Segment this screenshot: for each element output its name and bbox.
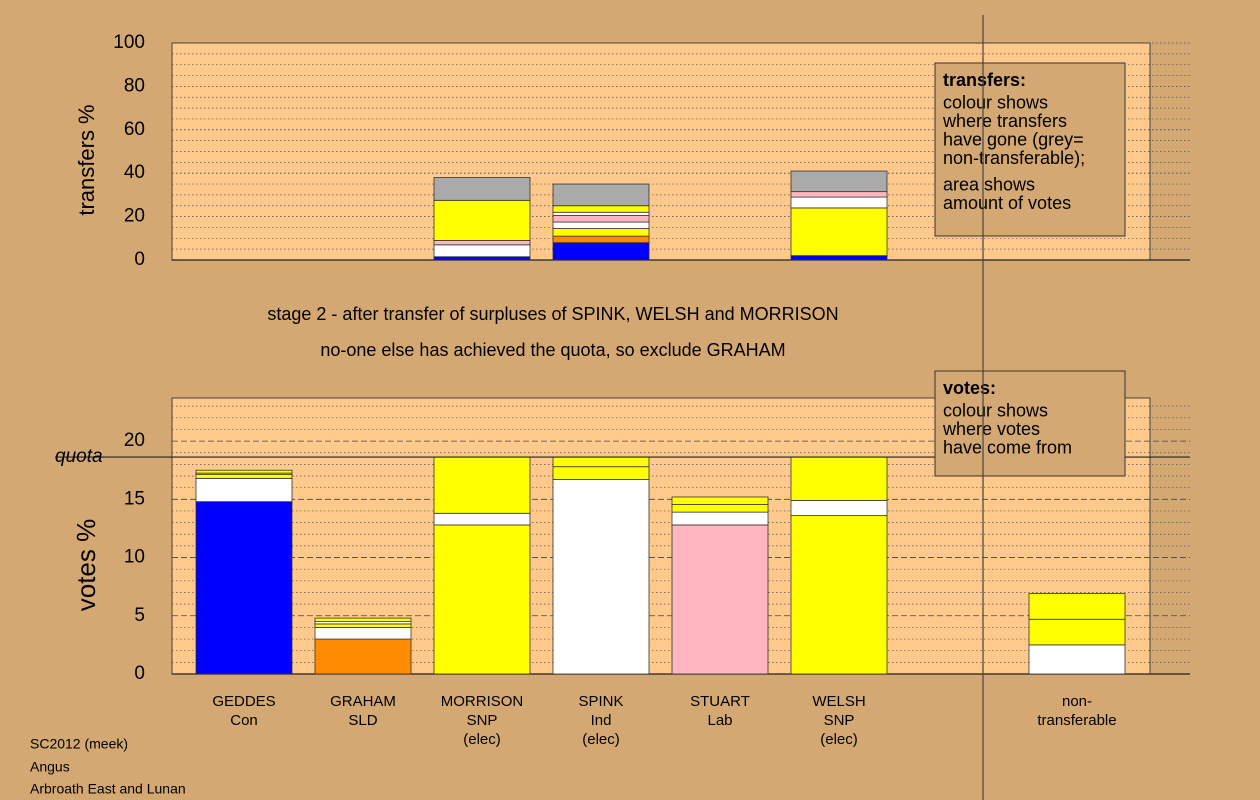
bar-segment [433, 512, 531, 526]
x-tick-label: (elec) [463, 731, 501, 748]
y-axis-label: transfers % [74, 104, 99, 215]
bar-segment [1028, 593, 1126, 620]
bar-segment [552, 235, 650, 244]
x-tick-label: SPINK [578, 693, 623, 710]
x-tick-label: (elec) [582, 731, 620, 748]
legend-title: votes: [943, 378, 996, 398]
bar-segment [552, 479, 650, 675]
x-tick-label: Lab [707, 712, 732, 729]
y-tick-label: 100 [113, 32, 145, 53]
bar-segment [552, 183, 650, 207]
bar-segment [433, 524, 531, 675]
x-tick-label: non- [1062, 693, 1092, 710]
y-tick-label: 20 [124, 430, 145, 451]
bar-segment [552, 228, 650, 237]
bar-segment [790, 456, 888, 501]
bar-segment [552, 242, 650, 261]
legend-box [934, 370, 1126, 477]
bar-segment [671, 504, 769, 513]
y-tick-label: 20 [124, 206, 145, 227]
legend-text: non-transferable); [943, 148, 1085, 168]
legend-text: where votes [942, 419, 1040, 439]
bar-segment [671, 511, 769, 526]
x-tick-label: SLD [348, 712, 377, 729]
bar-segment [552, 466, 650, 480]
legend-text: colour shows [943, 92, 1048, 112]
bar-segment [433, 456, 531, 514]
bar-segment [790, 170, 888, 193]
bar-segment [314, 627, 412, 640]
bar-segment [195, 501, 293, 675]
bar-segment [433, 199, 531, 241]
y-tick-label: 0 [134, 249, 145, 270]
y-tick-label: 60 [124, 119, 145, 140]
x-tick-label: SNP [824, 712, 855, 729]
bar-segment [790, 207, 888, 257]
legend-text: amount of votes [943, 193, 1071, 213]
x-tick-label: GRAHAM [330, 693, 396, 710]
bar-segment [552, 456, 650, 468]
y-tick-label: 80 [124, 75, 145, 96]
bar-segment [552, 211, 650, 216]
bar-segment [1028, 618, 1126, 646]
bar-segment [433, 256, 531, 261]
footer-text: Arbroath East and Lunan [30, 781, 186, 797]
bar-segment [552, 205, 650, 213]
legend-title: transfers: [943, 70, 1026, 90]
y-tick-label: 0 [134, 663, 145, 684]
bar-segment [790, 500, 888, 517]
bar-segment [790, 255, 888, 261]
bar-segment [195, 473, 293, 479]
x-tick-label: transferable [1037, 712, 1116, 729]
bar-segment [790, 515, 888, 675]
bar-segment [314, 623, 412, 628]
legend-text: where transfers [942, 111, 1067, 131]
x-tick-label: STUART [690, 693, 750, 710]
x-tick-label: MORRISON [441, 693, 524, 710]
x-tick-label: (elec) [820, 731, 858, 748]
y-tick-label: 5 [134, 605, 145, 626]
bar-segment [1028, 644, 1126, 675]
x-tick-label: SNP [467, 712, 498, 729]
bar-segment [314, 617, 412, 622]
legend-text: have come from [943, 437, 1072, 457]
bar-segment [671, 496, 769, 505]
footer-text: SC2012 (meek) [30, 736, 128, 752]
legend-box [934, 62, 1126, 237]
footer-text: Angus [30, 759, 70, 775]
x-tick-label: Ind [591, 712, 612, 729]
bar-segment [314, 638, 412, 675]
y-tick-label: 10 [124, 547, 145, 568]
bar-segment [790, 196, 888, 209]
bar-segment [552, 215, 650, 223]
y-axis-label: votes % [71, 519, 101, 612]
bar-segment [433, 177, 531, 201]
bar-segment [195, 469, 293, 474]
stage-text: stage 2 - after transfer of surpluses of… [267, 304, 838, 324]
legend-text: area shows [943, 174, 1035, 194]
legend-text: have gone (grey= [943, 129, 1084, 149]
y-tick-label: 40 [124, 162, 145, 183]
bar-segment [433, 240, 531, 246]
x-tick-label: GEDDES [212, 693, 275, 710]
stage-text: no-one else has achieved the quota, so e… [320, 340, 785, 360]
quota-label: quota [55, 446, 103, 467]
x-tick-label: WELSH [812, 693, 865, 710]
bar-segment [671, 524, 769, 675]
bar-segment [433, 244, 531, 258]
y-tick-label: 15 [124, 488, 145, 509]
legend-text: colour shows [943, 400, 1048, 420]
bar-segment [195, 477, 293, 503]
bar-segment [552, 221, 650, 229]
x-tick-label: Con [230, 712, 258, 729]
bar-segment [790, 191, 888, 198]
